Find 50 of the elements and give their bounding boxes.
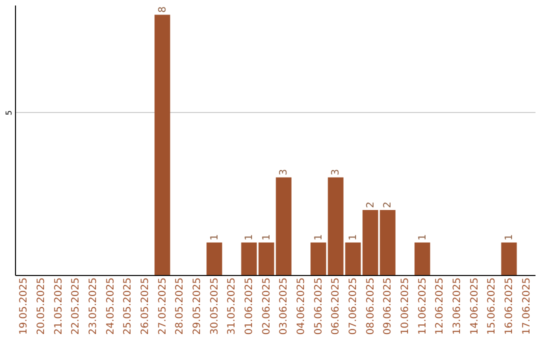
bar	[501, 242, 517, 275]
x-tick-label: 23.05.2025	[88, 278, 99, 335]
data-label: 1	[348, 234, 359, 240]
x-tick-label: 21.05.2025	[53, 278, 64, 335]
x-tick-label: 24.05.2025	[105, 278, 116, 335]
data-label: 1	[313, 234, 324, 240]
data-label: 1	[504, 234, 515, 240]
x-tick-label: 20.05.2025	[36, 278, 47, 335]
x-tick-label: 04.06.2025	[296, 278, 307, 335]
data-label: 3	[278, 169, 290, 176]
x-tick-label: 06.06.2025	[330, 278, 342, 335]
bar	[154, 14, 170, 275]
x-tick-label: 25.05.2025	[122, 278, 134, 335]
data-label: 1	[417, 234, 428, 240]
x-tick-label: 05.06.2025	[313, 278, 324, 335]
bar	[310, 242, 326, 275]
x-tick-label: 16.06.2025	[504, 278, 515, 335]
x-tick-label: 03.06.2025	[278, 278, 290, 335]
x-tick-label: 27.05.2025	[157, 278, 168, 335]
x-tick-label: 29.05.2025	[192, 278, 203, 335]
x-tick-label: 11.06.2025	[417, 278, 428, 335]
x-tick-label: 13.06.2025	[452, 278, 463, 335]
bar	[414, 242, 430, 275]
data-label: 2	[382, 202, 394, 208]
data-label: 2	[365, 202, 376, 208]
x-tick-label: 17.06.2025	[521, 278, 532, 335]
x-tick-label: 09.06.2025	[382, 278, 394, 335]
y-tick-label: 5	[4, 110, 14, 116]
x-tick-label: 08.06.2025	[365, 278, 376, 335]
data-label: 1	[244, 234, 255, 240]
x-tick-label: 14.06.2025	[469, 278, 480, 335]
x-tick-label: 07.06.2025	[348, 278, 359, 335]
x-tick-label: 15.06.2025	[486, 278, 498, 335]
bar	[276, 177, 292, 275]
x-tick-label: 31.05.2025	[226, 278, 238, 335]
data-label: 8	[157, 6, 168, 13]
x-tick-label: 28.05.2025	[174, 278, 186, 335]
x-tick-label: 02.06.2025	[261, 278, 272, 335]
bar	[206, 242, 222, 275]
x-tick-label: 10.06.2025	[400, 278, 411, 335]
x-tick-label: 01.06.2025	[244, 278, 255, 335]
data-label: 3	[330, 169, 342, 176]
bar	[380, 210, 396, 275]
data-label: 1	[261, 234, 272, 240]
x-tick-label: 26.05.2025	[140, 278, 151, 335]
x-tick-label: 22.05.2025	[70, 278, 82, 335]
x-tick-label: 12.06.2025	[434, 278, 446, 335]
x-tick-label: 19.05.2025	[18, 278, 30, 335]
data-label: 1	[209, 234, 220, 240]
x-tick-label: 30.05.2025	[209, 278, 220, 335]
